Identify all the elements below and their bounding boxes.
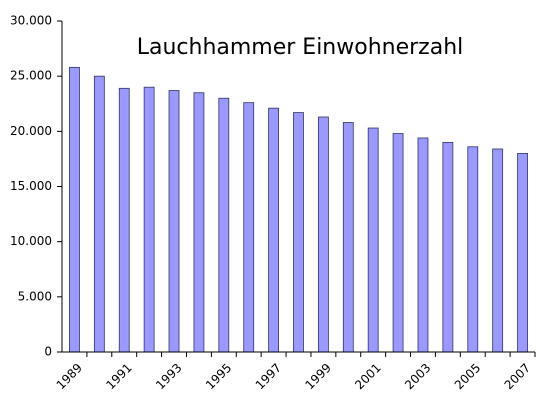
bar	[367, 127, 379, 353]
bar	[243, 102, 255, 353]
bar	[69, 66, 80, 353]
bar	[517, 152, 528, 353]
x-tick-label: 2003	[402, 361, 433, 392]
y-tick-label: 25.000	[10, 69, 52, 83]
x-tick-label: 2005	[452, 361, 483, 392]
x-tick-label: 1995	[203, 361, 234, 392]
bar	[492, 148, 504, 353]
bar	[392, 133, 404, 353]
bar	[442, 141, 454, 353]
y-tick-label: 10.000	[10, 234, 52, 248]
x-tick-label: 1993	[153, 361, 184, 392]
bar	[93, 75, 105, 353]
x-tick-label: 1999	[302, 361, 333, 392]
bar	[417, 137, 429, 353]
x-tick-label: 1989	[54, 361, 85, 392]
x-tick-label: 2007	[502, 361, 533, 392]
bar	[342, 122, 354, 353]
x-tick-label: 1991	[103, 361, 134, 392]
bar	[118, 87, 130, 353]
bar	[168, 90, 180, 353]
x-tick-label: 1997	[253, 361, 284, 392]
bar	[317, 116, 329, 353]
bar	[467, 146, 479, 353]
x-tick-label: 2001	[352, 361, 383, 392]
bar	[268, 107, 280, 353]
chart-title: Lauchhammer Einwohnerzahl	[137, 35, 464, 60]
bar	[143, 86, 155, 353]
y-tick-label: 20.000	[10, 124, 52, 138]
y-tick-label: 15.000	[10, 179, 52, 193]
y-tick-label: 30.000	[10, 14, 52, 28]
bar	[293, 112, 304, 353]
bar	[218, 97, 230, 353]
y-tick-label: 5.000	[18, 289, 52, 303]
y-tick-label: 0	[44, 345, 52, 359]
bar	[193, 92, 205, 353]
